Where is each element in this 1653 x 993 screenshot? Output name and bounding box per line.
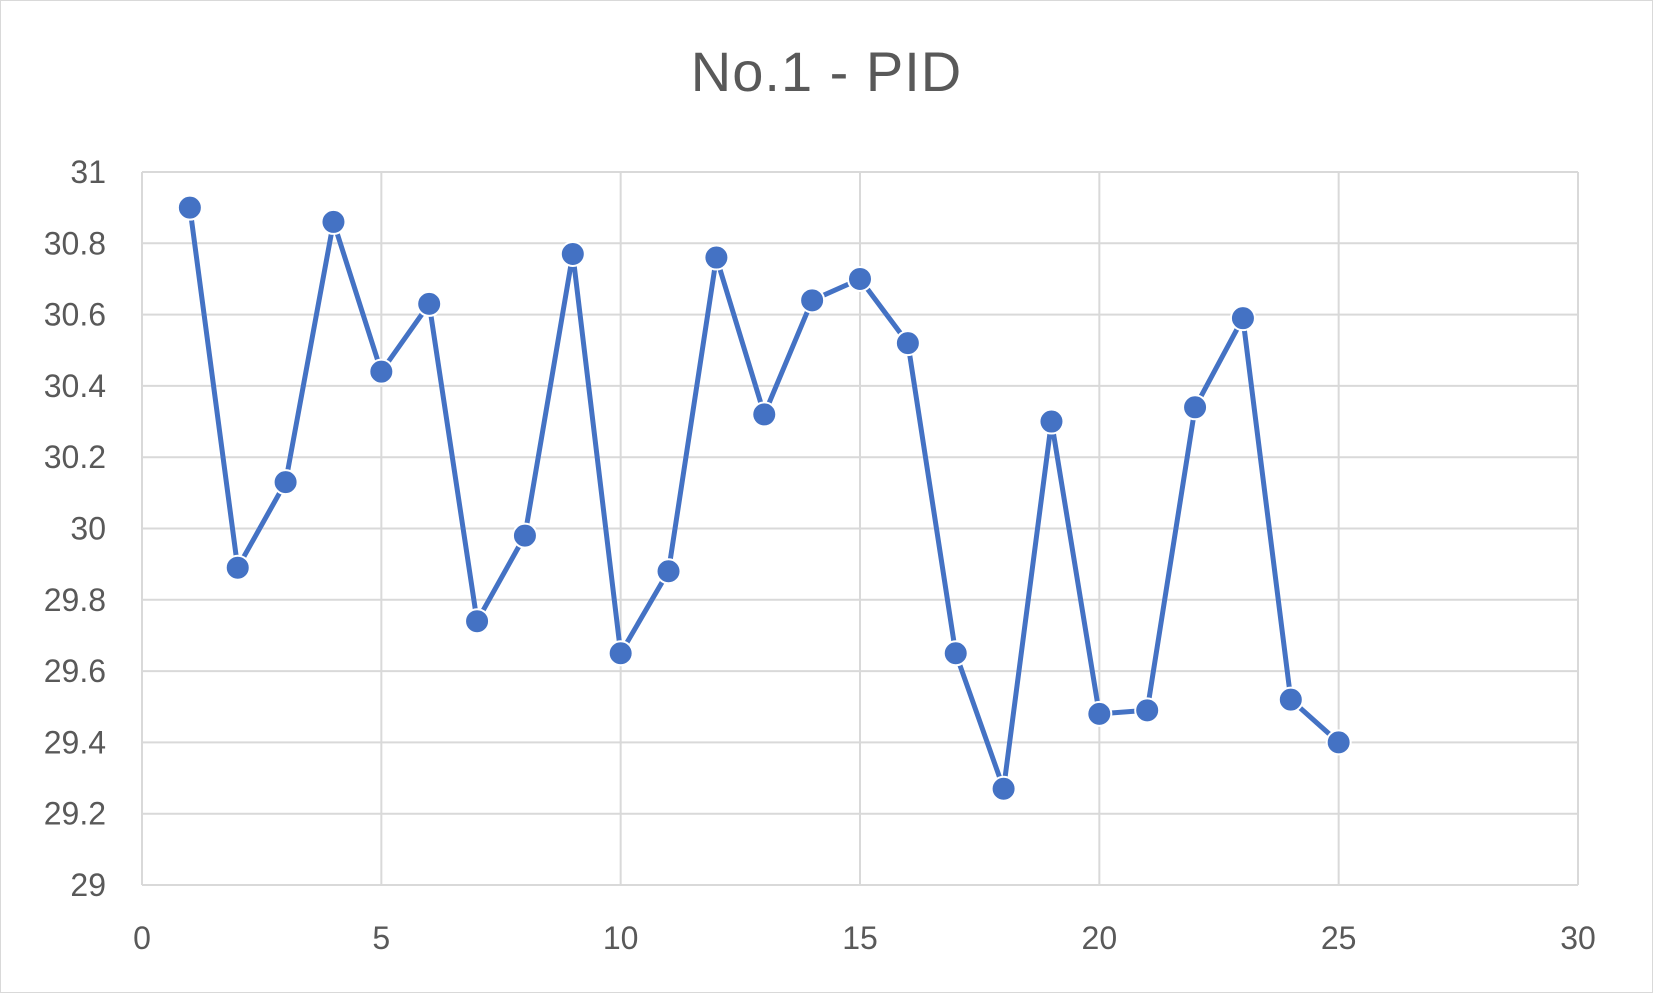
y-tick-label: 30.2 — [44, 439, 106, 475]
data-point — [894, 330, 921, 357]
data-point — [655, 558, 682, 585]
y-tick-label: 31 — [70, 154, 106, 190]
y-tick-label: 29.2 — [44, 796, 106, 832]
x-tick-label: 0 — [133, 920, 151, 956]
x-tick-label: 25 — [1321, 920, 1357, 956]
y-tick-label: 29.4 — [44, 724, 106, 760]
data-point — [511, 522, 538, 549]
data-point — [1182, 394, 1209, 421]
data-point — [607, 640, 634, 667]
x-tick-label: 10 — [603, 920, 639, 956]
data-point — [416, 290, 443, 317]
data-point — [224, 554, 251, 581]
data-point — [559, 240, 586, 267]
data-point — [176, 194, 203, 221]
grid-layer — [141, 171, 1579, 886]
data-point — [1134, 697, 1161, 724]
y-tick-label: 29.8 — [44, 582, 106, 618]
data-point — [272, 469, 299, 496]
data-point — [1277, 686, 1304, 713]
data-point — [1038, 408, 1065, 435]
data-point — [990, 775, 1017, 802]
data-point — [751, 401, 778, 428]
y-tick-label: 29 — [70, 867, 106, 903]
x-tick-label: 30 — [1560, 920, 1596, 956]
data-point — [703, 244, 730, 271]
y-tick-label: 29.6 — [44, 653, 106, 689]
data-point — [799, 287, 826, 314]
data-point — [1086, 700, 1113, 727]
data-point — [464, 608, 491, 635]
y-tick-label: 30 — [70, 511, 106, 547]
data-point — [847, 265, 873, 292]
data-point — [320, 208, 347, 235]
x-tick-label: 15 — [842, 920, 878, 956]
series-layer — [176, 194, 1352, 802]
x-tick-label: 20 — [1082, 920, 1118, 956]
data-point — [368, 358, 395, 385]
data-point — [942, 640, 969, 667]
axis-labels: 29 29.2 29.4 29.6 29.8 30 30.2 30.4 30.6 30.8 31 0 5… — [44, 154, 1596, 956]
chart-title: No.1 - PID — [690, 40, 963, 103]
y-tick-label: 30.6 — [44, 297, 106, 333]
x-tick-label: 5 — [372, 920, 390, 956]
data-point — [1229, 305, 1256, 332]
series-line — [187, 207, 1341, 792]
y-tick-label: 30.4 — [44, 368, 106, 404]
data-point — [1325, 729, 1352, 756]
y-tick-label: 30.8 — [44, 225, 106, 261]
